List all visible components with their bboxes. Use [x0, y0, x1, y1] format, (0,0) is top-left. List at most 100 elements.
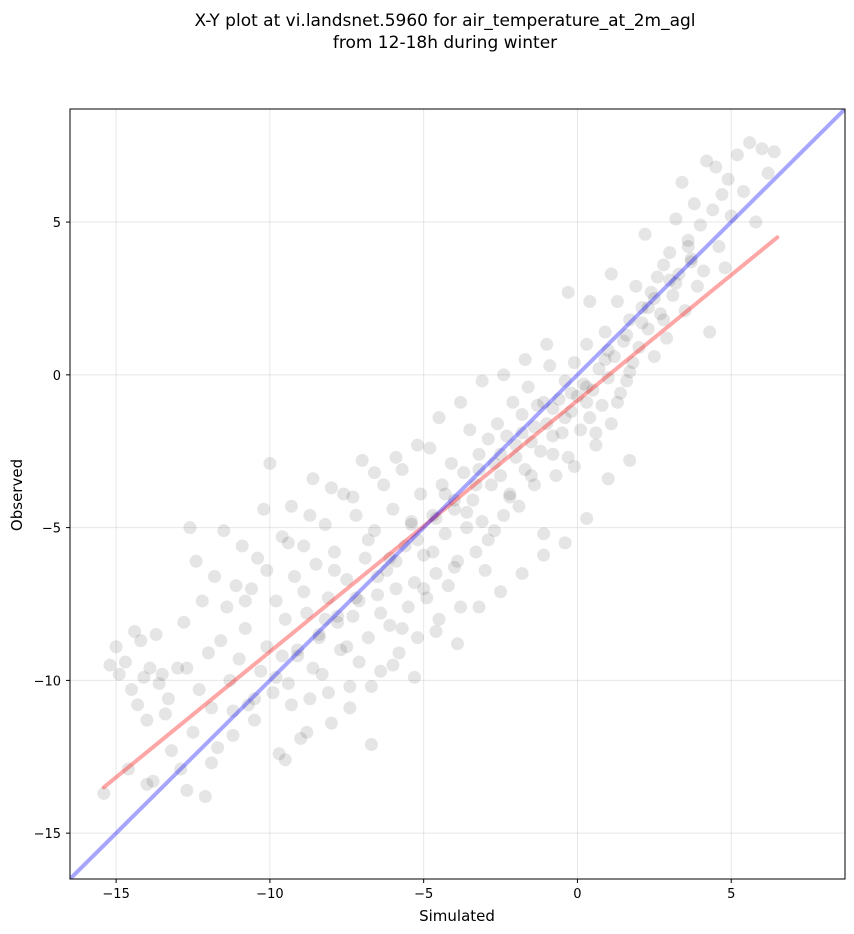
- scatter-point: [177, 615, 191, 629]
- scatter-point: [494, 447, 508, 461]
- y-tick-label: −10: [34, 674, 61, 689]
- scatter-point: [192, 683, 206, 697]
- scatter-point: [198, 790, 212, 803]
- scatter-point: [146, 774, 160, 788]
- scatter-point: [211, 741, 225, 755]
- scatter-point: [537, 527, 551, 541]
- scatter-point: [444, 456, 458, 470]
- chart-subtitle: from 12-18h during winter: [333, 33, 557, 53]
- scatter-point: [481, 533, 495, 547]
- scatter-point: [367, 524, 381, 538]
- scatter-point: [284, 499, 298, 513]
- scatter-point: [700, 154, 714, 168]
- scatter-point: [303, 508, 317, 522]
- x-tick-label: −10: [256, 887, 283, 902]
- scatter-point: [663, 273, 677, 287]
- scatter-point: [629, 279, 643, 293]
- scatter-point: [447, 560, 461, 574]
- scatter-point: [423, 441, 437, 455]
- scatter-point: [684, 255, 698, 269]
- scatter-point: [260, 563, 274, 577]
- scatter-point: [506, 395, 520, 409]
- scatter-point: [512, 499, 526, 513]
- scatter-point: [460, 521, 474, 535]
- scatter-point: [524, 469, 538, 483]
- scatter-point: [248, 713, 262, 727]
- scatter-point: [503, 490, 517, 504]
- scatter-point: [321, 591, 335, 605]
- scatter-point: [690, 279, 704, 293]
- scatter-point: [358, 551, 372, 565]
- scatter-point: [155, 667, 169, 681]
- scatter-point: [598, 353, 612, 367]
- scatter-point: [515, 408, 529, 422]
- scatter-point: [537, 548, 551, 562]
- x-axis-label: Simulated: [419, 907, 495, 925]
- scatter-point: [343, 701, 357, 715]
- y-axis-ticks: −15 −10 −5 0 5: [34, 216, 70, 842]
- scatter-point: [441, 579, 455, 593]
- scatter-point: [460, 505, 474, 519]
- scatter-point: [675, 175, 689, 189]
- scatter-point: [669, 276, 683, 290]
- scatter-point: [374, 606, 388, 620]
- scatter-point: [248, 692, 262, 706]
- scatter-point: [291, 649, 305, 663]
- scatter-point: [395, 621, 409, 635]
- scatter-point: [660, 331, 674, 345]
- scatter-point: [543, 359, 557, 373]
- y-tick-label: 0: [53, 369, 61, 384]
- scatter-point: [527, 478, 541, 492]
- scatter-point: [380, 563, 394, 577]
- scatter-point: [653, 307, 667, 321]
- scatter-point: [684, 252, 698, 266]
- scatter-point: [386, 502, 400, 516]
- scatter-point: [208, 570, 222, 583]
- scatter-point: [524, 435, 538, 449]
- scatter-point: [131, 698, 145, 712]
- scatter-point: [715, 188, 729, 202]
- scatter-point: [472, 463, 486, 477]
- scatter-point: [472, 600, 486, 614]
- scatter-point: [343, 680, 357, 693]
- scatter-point: [623, 365, 637, 379]
- scatter-point: [383, 551, 397, 565]
- scatter-point: [669, 212, 683, 226]
- scatter-point: [426, 508, 440, 522]
- scatter-point: [327, 563, 341, 577]
- scatter-point: [337, 487, 351, 501]
- scatter-point: [352, 594, 366, 608]
- scatter-point: [623, 313, 637, 327]
- scatter-point: [417, 582, 431, 596]
- scatter-point: [503, 487, 517, 501]
- scatter-point: [300, 725, 314, 739]
- scatter-point: [620, 328, 634, 342]
- y-axis-label: Observed: [8, 459, 26, 531]
- scatter-point: [494, 469, 508, 483]
- identity-line-blue: [70, 109, 845, 879]
- scatter-point: [171, 661, 185, 675]
- scatter-point: [97, 786, 111, 800]
- scatter-point: [521, 380, 535, 394]
- scatter-point: [561, 285, 575, 299]
- scatter-point: [349, 591, 363, 605]
- scatter-point: [755, 142, 769, 156]
- scatter-point: [478, 563, 492, 577]
- scatter-point: [626, 356, 640, 370]
- scatter-point: [186, 725, 200, 739]
- x-axis-ticks: −15 −10 −5 0 5: [102, 879, 735, 902]
- scatter-point: [152, 676, 166, 690]
- scatter-point: [583, 295, 597, 308]
- scatter-points: [97, 136, 781, 803]
- scatter-point: [583, 411, 597, 425]
- scatter-point: [275, 649, 289, 663]
- scatter-point: [340, 640, 354, 654]
- scatter-point: [331, 615, 345, 629]
- scatter-point: [586, 383, 600, 397]
- scatter-point: [484, 478, 498, 492]
- scatter-point: [558, 374, 572, 388]
- scatter-point: [367, 466, 381, 480]
- scatter-point: [546, 429, 560, 443]
- scatter-point: [737, 185, 751, 198]
- scatter-point: [709, 160, 723, 174]
